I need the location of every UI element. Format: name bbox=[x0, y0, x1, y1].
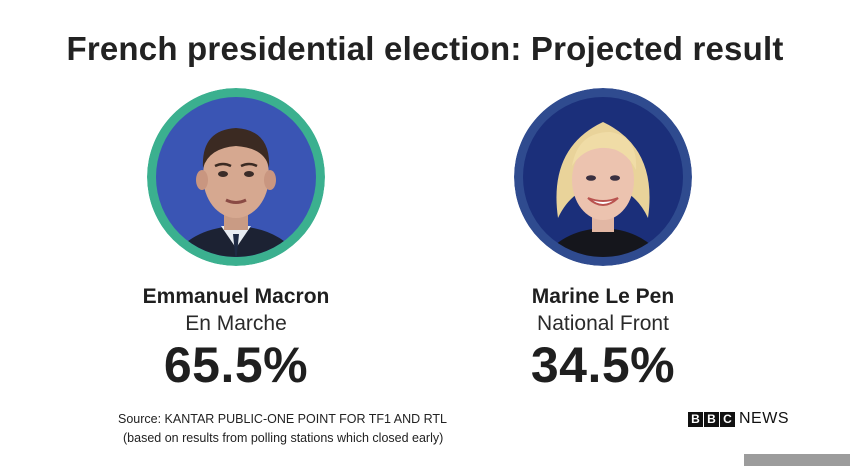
bbc-news-logo: B B C NEWS bbox=[688, 410, 789, 428]
candidate-percent: 65.5% bbox=[163, 337, 309, 393]
candidate-portrait-lepen bbox=[514, 88, 692, 266]
candidate-name: Emmanuel Macron bbox=[142, 285, 330, 308]
candidate-card-lepen: Marine Le Pen National Front 34.5% bbox=[453, 88, 753, 392]
bbc-letter-block: C bbox=[720, 411, 735, 427]
bbc-news-word: NEWS bbox=[739, 410, 789, 427]
bbc-letter-block: B bbox=[688, 411, 703, 427]
macron-photo-illustration bbox=[147, 88, 325, 266]
bbc-letter-block: B bbox=[704, 411, 719, 427]
page-title: French presidential election: Projected … bbox=[66, 30, 784, 67]
candidate-party: National Front bbox=[537, 312, 669, 335]
corner-bar bbox=[744, 454, 850, 466]
candidate-name: Marine Le Pen bbox=[531, 285, 675, 308]
source-line-1: Source: KANTAR PUBLIC-ONE POINT FOR TF1 … bbox=[118, 412, 448, 426]
candidate-percent: 34.5% bbox=[530, 337, 676, 393]
source-note: Source: KANTAR PUBLIC-ONE POINT FOR TF1 … bbox=[118, 410, 447, 448]
source-line-2: (based on results from polling stations … bbox=[123, 430, 444, 445]
candidate-card-macron: Emmanuel Macron En Marche 65.5% bbox=[86, 88, 386, 392]
candidate-party: En Marche bbox=[185, 312, 287, 335]
lepen-photo-illustration bbox=[514, 88, 692, 266]
candidate-portrait-macron bbox=[147, 88, 325, 266]
